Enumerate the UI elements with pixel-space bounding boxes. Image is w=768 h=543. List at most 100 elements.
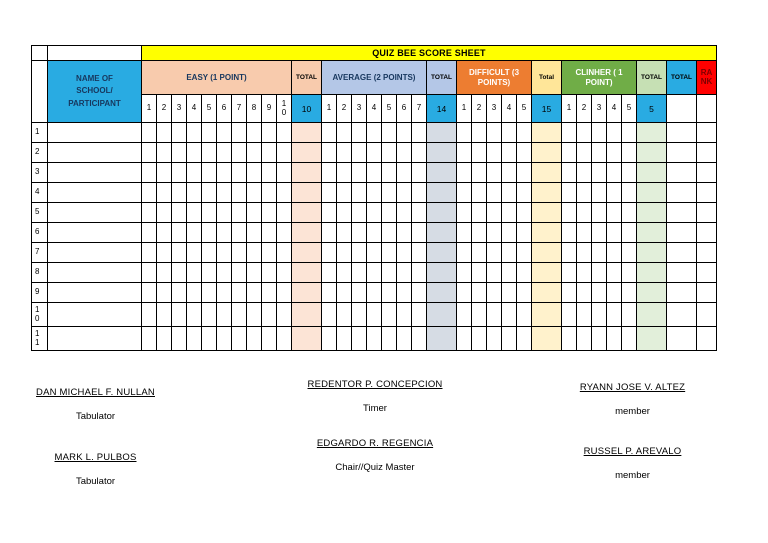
- grand-total-cell: [666, 242, 697, 263]
- score-cell: [156, 282, 172, 303]
- score-cell: [171, 282, 187, 303]
- signature-name: REDENTOR P. CONCEPCION: [307, 379, 443, 390]
- score-cell: [336, 242, 352, 263]
- question-number-average-1: 1: [321, 94, 337, 123]
- score-cell: [456, 302, 472, 327]
- score-cell: [501, 182, 517, 203]
- score-cell: [396, 302, 412, 327]
- score-cell: [561, 142, 577, 163]
- score-cell: [516, 282, 532, 303]
- score-cell: [411, 162, 427, 183]
- score-cell: [516, 202, 532, 223]
- signature-name: DAN MICHAEL F. NULLAN: [36, 387, 155, 398]
- section-total-label-easy: TOTAL: [291, 60, 322, 95]
- score-cell: [171, 122, 187, 143]
- score-cell: [321, 162, 337, 183]
- section-total-cell-easy: [291, 222, 322, 243]
- score-cell: [201, 222, 217, 243]
- score-cell: [576, 122, 592, 143]
- score-cell: [591, 242, 607, 263]
- score-cell: [186, 162, 202, 183]
- question-number-easy-6: 6: [216, 94, 232, 123]
- section-header-average: AVERAGE (2 POINTS): [321, 60, 427, 95]
- score-cell: [246, 262, 262, 283]
- score-cell: [366, 202, 382, 223]
- rank-cell: [696, 202, 717, 223]
- score-cell: [321, 182, 337, 203]
- score-cell: [201, 302, 217, 327]
- score-cell: [276, 302, 292, 327]
- score-cell: [381, 122, 397, 143]
- grand-total-header: TOTAL: [666, 60, 697, 95]
- score-cell: [186, 262, 202, 283]
- question-number-difficult-3: 3: [486, 94, 502, 123]
- score-cell: [561, 326, 577, 351]
- score-cell: [471, 182, 487, 203]
- score-cell: [456, 142, 472, 163]
- score-cell: [321, 262, 337, 283]
- score-cell: [516, 326, 532, 351]
- score-cell: [276, 182, 292, 203]
- score-cell: [216, 142, 232, 163]
- row-number: 2: [31, 142, 48, 163]
- row-number: 4: [31, 182, 48, 203]
- score-cell: [381, 262, 397, 283]
- score-cell: [261, 262, 277, 283]
- score-cell: [516, 242, 532, 263]
- question-number-average-4: 4: [366, 94, 382, 123]
- score-cell: [561, 262, 577, 283]
- score-cell: [261, 242, 277, 263]
- score-cell: [201, 326, 217, 351]
- score-cell: [396, 326, 412, 351]
- score-cell: [576, 242, 592, 263]
- score-cell: [561, 182, 577, 203]
- score-cell: [396, 122, 412, 143]
- grand-total-cell: [666, 142, 697, 163]
- score-cell: [486, 302, 502, 327]
- grand-total-cell: [666, 326, 697, 351]
- score-cell: [186, 202, 202, 223]
- score-cell: [501, 262, 517, 283]
- section-total-cell-clinher: [636, 302, 667, 327]
- score-cell: [621, 202, 637, 223]
- score-cell: [336, 326, 352, 351]
- section-total-cell-difficult: [531, 182, 562, 203]
- score-cell: [171, 222, 187, 243]
- score-cell: [471, 162, 487, 183]
- section-total-cell-difficult: [531, 222, 562, 243]
- score-cell: [261, 282, 277, 303]
- score-cell: [276, 326, 292, 351]
- score-cell: [471, 202, 487, 223]
- score-cell: [366, 262, 382, 283]
- score-cell: [321, 142, 337, 163]
- section-total-cell-easy: [291, 326, 322, 351]
- score-cell: [156, 302, 172, 327]
- score-cell: [381, 326, 397, 351]
- participant-name-cell: [47, 222, 142, 243]
- score-cell: [621, 122, 637, 143]
- score-cell: [201, 122, 217, 143]
- score-cell: [381, 282, 397, 303]
- score-row: 7: [31, 242, 717, 263]
- score-cell: [576, 162, 592, 183]
- question-number-easy-4: 4: [186, 94, 202, 123]
- participant-name-cell: [47, 142, 142, 163]
- score-cell: [456, 282, 472, 303]
- score-cell: [336, 162, 352, 183]
- score-cell: [276, 282, 292, 303]
- score-cell: [141, 182, 157, 203]
- score-cell: [396, 262, 412, 283]
- score-cell: [276, 142, 292, 163]
- score-cell: [246, 202, 262, 223]
- score-cell: [621, 326, 637, 351]
- score-cell: [591, 202, 607, 223]
- score-cell: [261, 302, 277, 327]
- score-cell: [471, 262, 487, 283]
- score-cell: [381, 182, 397, 203]
- score-cell: [336, 122, 352, 143]
- signature-name: RUSSEL P. AREVALO: [583, 446, 682, 457]
- score-cell: [261, 142, 277, 163]
- signature-role: Tabulator: [75, 411, 116, 422]
- question-number-easy-9: 9: [261, 94, 277, 123]
